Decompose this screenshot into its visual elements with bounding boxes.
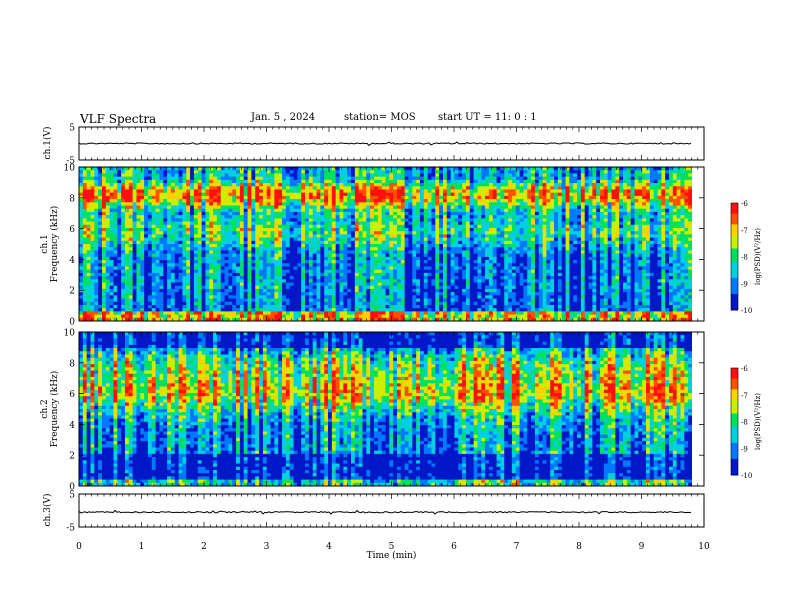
ch1-spectrogram-ylabel: ch.1Frequency (kHz) <box>40 206 60 283</box>
panel1-ytick-label-6: 6 <box>69 225 75 235</box>
panel1-ytick-label-4: 4 <box>69 256 75 266</box>
date-label: Jan. 5 , 2024 <box>251 112 316 123</box>
ch1-spectrogram-cells <box>79 167 704 322</box>
panel2-ytick-label-8: 8 <box>69 359 75 369</box>
panel0-x-ticks <box>78 127 705 160</box>
x-tick-label-2: 2 <box>201 542 207 552</box>
x-tick-label-7: 7 <box>514 542 520 552</box>
ch1-waveform-ylabel: ch.1(V) <box>42 127 53 160</box>
colorbar-1-tick--10: -10 <box>741 307 752 315</box>
panel0-ytick-label--5: -5 <box>66 157 75 167</box>
panel1-ytick-label-2: 2 <box>69 287 75 297</box>
colorbar-1 <box>731 203 738 311</box>
panel1-ytick-label-10: 10 <box>64 164 76 174</box>
colorbar-2-tick--7: -7 <box>741 392 748 400</box>
colorbar-1-label: log(PSD)(V²/Hz) <box>754 228 762 285</box>
colorbar-1-tick--6: -6 <box>741 200 748 208</box>
ch3-waveform-ylabel: ch.3(V) <box>42 494 53 527</box>
panel3-ytick-label--5: -5 <box>66 524 75 534</box>
panel1-ytick-label-8: 8 <box>69 194 75 204</box>
x-tick-label-1: 1 <box>139 542 145 552</box>
panel2-x-ticks <box>78 332 705 486</box>
panel2-ytick-label-6: 6 <box>69 390 75 400</box>
panel2-ytick-label-4: 4 <box>69 421 75 431</box>
panel1-x-ticks <box>78 167 705 321</box>
x-tick-label-10: 10 <box>698 542 710 552</box>
panel2-ytick-label-2: 2 <box>69 452 75 462</box>
x-tick-label-4: 4 <box>326 542 332 552</box>
station-label: station= MOS <box>344 112 416 123</box>
colorbar-1-tick--8: -8 <box>741 254 748 262</box>
x-tick-label-9: 9 <box>639 542 645 552</box>
colorbar-2 <box>731 368 738 476</box>
ch3-waveform-trace <box>78 509 692 515</box>
colorbar-2-tick--10: -10 <box>741 472 752 480</box>
colorbar-2-frame <box>730 367 739 476</box>
colorbar-1-tick--7: -7 <box>741 227 748 235</box>
x-tick-label-8: 8 <box>576 542 582 552</box>
colorbar-1-tick--9: -9 <box>741 280 748 288</box>
colorbar-2-tick--6: -6 <box>741 365 748 373</box>
ch2-spectrogram-cells <box>79 332 704 487</box>
panel2-ytick-label-0: 0 <box>69 483 75 493</box>
ch2-spectrogram-ylabel: ch.2Frequency (kHz) <box>40 371 60 448</box>
panel3-x-ticks <box>78 494 705 527</box>
x-tick-label-0: 0 <box>76 542 82 552</box>
ch1-waveform-trace <box>78 141 692 147</box>
x-tick-label-6: 6 <box>451 542 457 552</box>
x-axis-label: Time (min) <box>367 550 417 561</box>
colorbar-2-tick--9: -9 <box>741 445 748 453</box>
panel1-ytick-label-0: 0 <box>69 318 75 328</box>
colorbar-2-label: log(PSD)(V²/Hz) <box>754 393 762 450</box>
x-tick-label-3: 3 <box>264 542 270 552</box>
panel2-ytick-label-10: 10 <box>64 329 76 339</box>
figure-title: VLF Spectra <box>80 112 157 126</box>
colorbar-2-tick--8: -8 <box>741 419 748 427</box>
colorbar-1-frame <box>730 202 739 311</box>
x-tick-label-5: 5 <box>389 542 395 552</box>
start-time-label: start UT = 11: 0 : 1 <box>438 112 537 123</box>
panel0-ytick-label-5: 5 <box>69 124 75 134</box>
panel3-ytick-label-5: 5 <box>69 491 75 501</box>
